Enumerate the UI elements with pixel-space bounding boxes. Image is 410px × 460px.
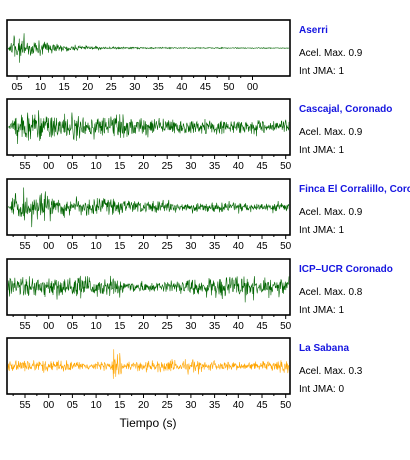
accel-max-label: Acel. Max. 0.3: [299, 366, 363, 377]
x-tick-label: 30: [185, 321, 197, 332]
x-tick-label: 45: [256, 161, 268, 172]
accel-max-label: Acel. Max. 0.9: [299, 207, 363, 218]
jma-intensity-label: Int JMA: 1: [299, 305, 344, 316]
panel-5: 55 00 05 10 15 20 25 30 35 40 45 50 La Sabana Acel. M…: [6, 337, 363, 411]
x-tick-label: 30: [185, 400, 197, 411]
x-tick-label: 05: [67, 161, 79, 172]
accel-max-label: Acel. Max. 0.9: [299, 48, 363, 59]
x-tick-label: 15: [114, 400, 126, 411]
station-name: La Sabana: [299, 343, 349, 354]
jma-intensity-label: Int JMA: 0: [299, 384, 344, 395]
x-tick-label: 05: [11, 82, 23, 93]
x-tick-label: 15: [114, 321, 126, 332]
x-tick-label: 50: [223, 82, 235, 93]
x-tick-label: 00: [43, 161, 55, 172]
x-axis-title: Tiempo (s): [120, 416, 177, 430]
x-tick-label: 40: [233, 321, 245, 332]
panel-frame: [6, 258, 291, 316]
x-tick-label: 35: [209, 321, 221, 332]
x-tick-label: 00: [43, 241, 55, 252]
x-tick-label: 40: [176, 82, 188, 93]
x-tick-label: 00: [247, 82, 259, 93]
x-tick-label: 05: [67, 400, 79, 411]
panel-frame: [6, 337, 291, 395]
x-tick-label: 25: [106, 82, 118, 93]
x-tick-label: 45: [256, 321, 268, 332]
x-tick-label: 40: [233, 161, 245, 172]
waveform-5: [7, 349, 290, 379]
x-tick-label: 40: [233, 241, 245, 252]
x-tick-label: 05: [67, 241, 79, 252]
station-name: Aserri: [299, 25, 328, 36]
panel-4: 55 00 05 10 15 20 25 30 35 40 45 50 ICP–UCR Coronado…: [6, 258, 393, 332]
x-tick-label: 20: [138, 321, 150, 332]
x-tick-label: 45: [200, 82, 212, 93]
panel-3: 55 00 05 10 15 20 25 30 35 40 45 50 Finca El Corrali…: [6, 178, 410, 252]
x-tick-label: 25: [162, 321, 174, 332]
x-tick-label: 10: [91, 241, 103, 252]
x-tick-label: 35: [209, 241, 221, 252]
x-tick-label: 10: [91, 400, 103, 411]
panel-frame: [6, 98, 291, 156]
x-tick-label: 30: [185, 161, 197, 172]
jma-intensity-label: Int JMA: 1: [299, 225, 344, 236]
x-tick-label: 50: [280, 161, 292, 172]
x-tick-label: 30: [185, 241, 197, 252]
jma-intensity-label: Int JMA: 1: [299, 66, 344, 77]
x-tick-label: 20: [82, 82, 94, 93]
waveform-3: [7, 187, 290, 228]
x-tick-label: 55: [19, 161, 31, 172]
x-tick-label: 05: [67, 321, 79, 332]
x-tick-label: 15: [114, 241, 126, 252]
x-tick-label: 45: [256, 400, 268, 411]
accel-max-label: Acel. Max. 0.8: [299, 287, 363, 298]
station-name: Finca El Corralillo, Coronado: [299, 184, 410, 195]
x-tick-label: 35: [153, 82, 165, 93]
x-tick-label: 20: [138, 161, 150, 172]
x-tick-label: 55: [19, 321, 31, 332]
x-tick-label: 55: [19, 400, 31, 411]
x-tick-label: 30: [129, 82, 141, 93]
x-tick-label: 10: [35, 82, 47, 93]
x-tick-label: 50: [280, 400, 292, 411]
x-tick-label: 50: [280, 241, 292, 252]
x-tick-label: 55: [19, 241, 31, 252]
x-tick-label: 25: [162, 161, 174, 172]
x-tick-label: 50: [280, 321, 292, 332]
x-tick-label: 15: [59, 82, 71, 93]
panel-frame: [6, 19, 291, 77]
x-tick-label: 10: [91, 161, 103, 172]
x-tick-label: 15: [114, 161, 126, 172]
waveform-1: [7, 33, 290, 63]
panel-1: 05 10 15 20 25 30 35 40 45 50 00 Aserri Acel. Max. 0…: [6, 19, 363, 93]
x-tick-label: 00: [43, 321, 55, 332]
x-tick-label: 35: [209, 161, 221, 172]
x-tick-label: 25: [162, 400, 174, 411]
jma-intensity-label: Int JMA: 1: [299, 145, 344, 156]
station-name: ICP–UCR Coronado: [299, 264, 393, 275]
panel-frame: [6, 178, 291, 236]
accel-max-label: Acel. Max. 0.9: [299, 127, 363, 138]
x-tick-label: 45: [256, 241, 268, 252]
panel-2: 55 00 05 10 15 20 25 30 35 40 45 50 Cascajal, Corona…: [6, 98, 392, 172]
x-tick-label: 10: [91, 321, 103, 332]
x-tick-label: 20: [138, 241, 150, 252]
waveform-2: [7, 110, 290, 145]
x-tick-label: 35: [209, 400, 221, 411]
x-tick-label: 00: [43, 400, 55, 411]
waveform-4: [7, 275, 290, 303]
x-tick-label: 40: [233, 400, 245, 411]
x-tick-label: 25: [162, 241, 174, 252]
station-name: Cascajal, Coronado: [299, 104, 392, 115]
x-tick-label: 20: [138, 400, 150, 411]
